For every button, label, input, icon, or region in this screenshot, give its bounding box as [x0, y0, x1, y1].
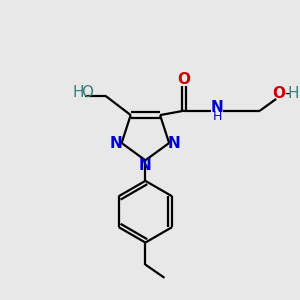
Text: N: N — [211, 100, 224, 115]
Text: O: O — [81, 85, 93, 100]
Text: N: N — [110, 136, 123, 151]
Text: H: H — [72, 85, 84, 100]
Text: O: O — [178, 72, 191, 87]
Text: N: N — [139, 158, 152, 173]
Text: H: H — [212, 110, 222, 123]
Text: O: O — [272, 85, 285, 100]
Text: N: N — [168, 136, 181, 151]
Text: H: H — [287, 85, 299, 100]
Text: -: - — [284, 85, 290, 100]
